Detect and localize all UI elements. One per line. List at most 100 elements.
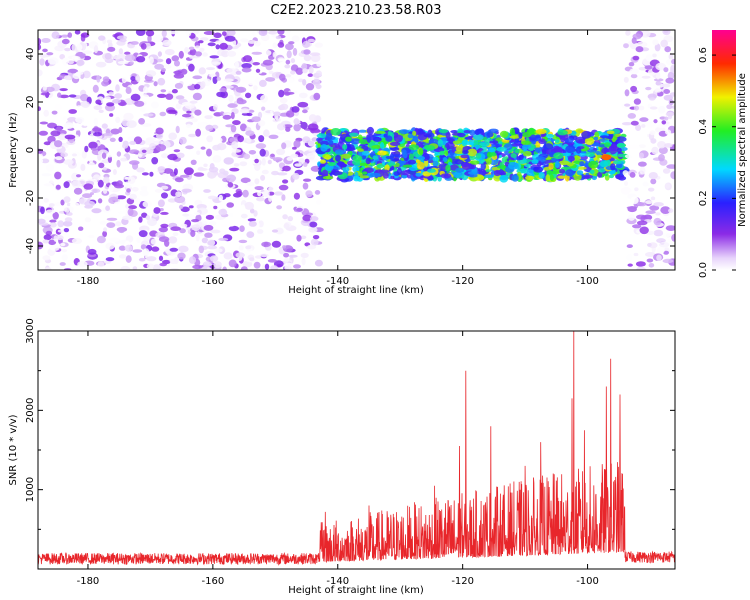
heatmap-cell [670, 64, 675, 73]
y-tick-label: 40 [25, 48, 36, 61]
heatmap-cell [276, 264, 282, 268]
heatmap-cell [207, 195, 217, 200]
heatmap-cell [231, 149, 242, 153]
heatmap-cell [533, 166, 544, 173]
heatmap-cell [131, 187, 139, 192]
heatmap-cell [44, 267, 52, 270]
heatmap-cell [216, 76, 222, 81]
heatmap-cell [59, 54, 65, 60]
heatmap-cell [268, 186, 274, 192]
heatmap-cell [201, 237, 209, 244]
heatmap-cell [76, 174, 81, 178]
heatmap-cell [63, 228, 70, 233]
heatmap-cell [61, 254, 68, 261]
heatmap-cell [41, 158, 50, 164]
heatmap-cell [42, 239, 50, 244]
y-tick-label: 1000 [25, 477, 36, 502]
heatmap-cell [353, 175, 361, 182]
heatmap-cell [145, 70, 157, 77]
heatmap-cell [276, 148, 286, 155]
heatmap-cell [205, 124, 214, 132]
heatmap-cell [548, 163, 554, 170]
heatmap-cell [300, 121, 308, 130]
heatmap-cell [310, 238, 319, 246]
heatmap-cell [522, 151, 532, 157]
heatmap-cell [142, 248, 150, 257]
heatmap-cell [296, 234, 302, 242]
heatmap-cell [467, 148, 478, 157]
heatmap-cell [478, 169, 487, 176]
heatmap-cell [423, 134, 432, 138]
heatmap-cell [198, 245, 204, 254]
heatmap-cell [78, 226, 84, 231]
heatmap-cell [275, 227, 284, 235]
heatmap-cell [653, 202, 664, 207]
heatmap-cell [656, 246, 665, 254]
heatmap-cell [153, 81, 158, 87]
heatmap-cell [292, 172, 300, 180]
heatmap-cell [106, 102, 115, 107]
heatmap-cell [625, 30, 631, 36]
heatmap-cell [559, 168, 566, 174]
heatmap-cell [443, 151, 449, 156]
heatmap-cell [101, 152, 107, 159]
heatmap-cell [203, 31, 215, 35]
heatmap-cell [66, 212, 73, 216]
heatmap-cell [47, 57, 59, 65]
heatmap-cell [664, 46, 671, 53]
heatmap-cell [283, 91, 295, 95]
heatmap-cell [665, 77, 675, 84]
heatmap-cell [204, 232, 213, 238]
heatmap-cell [486, 131, 494, 138]
heatmap-cell [665, 216, 673, 222]
heatmap-cell [559, 133, 569, 140]
heatmap-cell [668, 53, 674, 61]
heatmap-cell [489, 152, 497, 157]
heatmap-cell [647, 242, 652, 247]
heatmap-cell [61, 38, 70, 45]
heatmap-cell [641, 124, 646, 128]
heatmap-cell [511, 174, 519, 182]
heatmap-cell [457, 132, 466, 138]
heatmap-cell [229, 167, 240, 172]
heatmap-cell [469, 155, 476, 161]
heatmap-cell [219, 111, 225, 116]
heatmap-cell [283, 223, 290, 229]
heatmap-cell [484, 174, 495, 178]
heatmap-cell [252, 62, 260, 66]
heatmap-cell [662, 258, 674, 264]
heatmap-cell [648, 187, 655, 192]
heatmap-cell [106, 217, 118, 221]
heatmap-cell [228, 94, 234, 103]
heatmap-cell [194, 109, 202, 116]
x-tick-label: -100 [576, 576, 599, 587]
heatmap-cell [143, 86, 149, 94]
heatmap-cell [106, 222, 116, 229]
heatmap-cell [38, 200, 45, 205]
heatmap-cell [416, 161, 425, 170]
heatmap-cell [264, 50, 272, 56]
heatmap-cell [374, 148, 379, 154]
heatmap-cell [246, 181, 255, 187]
heatmap-cell [254, 186, 264, 190]
heatmap-cell [38, 43, 42, 51]
heatmap-cell [303, 162, 308, 167]
heatmap-cell [437, 139, 444, 147]
heatmap-cell [259, 253, 269, 258]
heatmap-cell [258, 135, 265, 143]
heatmap-cell [541, 149, 547, 155]
heatmap-cell [174, 82, 183, 89]
heatmap-cell [71, 44, 77, 52]
heatmap-cell [661, 232, 673, 237]
heatmap-cell [538, 138, 546, 145]
heatmap-cell [38, 130, 49, 136]
heatmap-cell [648, 263, 655, 268]
heatmap-cell [201, 130, 211, 135]
heatmap-cell [270, 153, 275, 158]
heatmap-cell [191, 118, 198, 123]
heatmap-cell [56, 126, 62, 132]
heatmap-cell [128, 149, 140, 154]
heatmap-cell [290, 70, 296, 75]
heatmap-cell [159, 262, 167, 267]
heatmap-cell [150, 238, 157, 245]
